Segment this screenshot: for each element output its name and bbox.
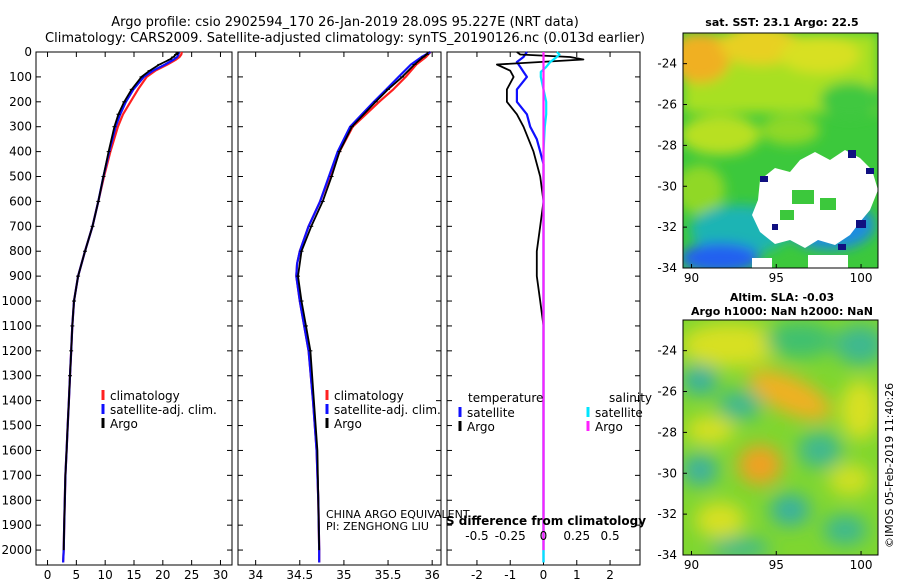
x-tick-label: 34.5 bbox=[286, 568, 313, 580]
header-line-1: Argo profile: csio 2902594_170 26-Jan-20… bbox=[111, 15, 579, 30]
s-tick-label: -0.5 bbox=[465, 529, 488, 543]
sla-map-axes: 90 95 100 -24 -26 -28 -30 -32 -34 bbox=[657, 344, 872, 572]
map-y-tick-label: -32 bbox=[657, 220, 677, 234]
y-tick-label: 2000 bbox=[1, 543, 32, 557]
map-y-tick-label: -26 bbox=[657, 98, 677, 112]
y-tick-label: 1700 bbox=[1, 468, 32, 482]
map-x-tick-label: 95 bbox=[769, 558, 784, 572]
legend-label: climatology bbox=[334, 389, 404, 403]
y-tick-label: 1300 bbox=[1, 369, 32, 383]
x-tick-label: -1 bbox=[504, 568, 516, 580]
y-tick-label: 1900 bbox=[1, 518, 32, 532]
sla-map bbox=[683, 320, 878, 555]
y-tick-label: 1000 bbox=[1, 294, 32, 308]
legend-label: Argo bbox=[334, 417, 362, 431]
x-tick-label: 36 bbox=[425, 568, 440, 580]
header-line-2: Climatology: CARS2009. Satellite-adjuste… bbox=[45, 31, 645, 46]
x-tick-label: 20 bbox=[155, 568, 170, 580]
x-tick-label: 10 bbox=[98, 568, 113, 580]
map-x-tick-label: 90 bbox=[684, 558, 699, 572]
y-tick-label: 200 bbox=[9, 95, 32, 109]
y-tick-label: 1200 bbox=[1, 344, 32, 358]
map-x-tick-label: 100 bbox=[850, 271, 873, 285]
map-x-tick-label: 90 bbox=[684, 271, 699, 285]
s-tick-label: 0.5 bbox=[601, 529, 620, 543]
x-tick-label: 35 bbox=[336, 568, 351, 580]
legend-label: satellite-adj. clim. bbox=[334, 403, 441, 417]
map-y-tick-label: -30 bbox=[657, 179, 677, 193]
s-tick-label: 0.25 bbox=[563, 529, 590, 543]
x-tick-label: 35.5 bbox=[375, 568, 402, 580]
map-y-tick-label: -32 bbox=[657, 507, 677, 521]
x-tick-label: -2 bbox=[471, 568, 483, 580]
x-tick-label: 15 bbox=[126, 568, 141, 580]
x-tick-label: 5 bbox=[73, 568, 81, 580]
sst-map-frame bbox=[682, 32, 879, 269]
attribution-line-2: PI: ZENGHONG LIU bbox=[326, 520, 429, 533]
map-y-tick-label: -24 bbox=[657, 344, 677, 358]
legend-label: satellite bbox=[595, 406, 643, 420]
y-tick-label: 100 bbox=[9, 70, 32, 84]
map-y-tick-label: -24 bbox=[657, 57, 677, 71]
map-y-tick-label: -28 bbox=[657, 138, 677, 152]
salinity-profile-panel: 3434.53535.536salinityclimatologysatelli… bbox=[237, 51, 442, 580]
y-tick-label: 700 bbox=[9, 219, 32, 233]
map-y-tick-label: -34 bbox=[657, 548, 677, 562]
legend-label: satellite-adj. clim. bbox=[110, 403, 217, 417]
sla-map-frame bbox=[682, 319, 879, 556]
s-difference-axis-label: S difference from climatology bbox=[446, 514, 646, 528]
legend-label: Argo bbox=[110, 417, 138, 431]
y-tick-label: 400 bbox=[9, 145, 32, 159]
legend-label: satellite bbox=[467, 406, 515, 420]
plot-frame bbox=[35, 51, 233, 566]
y-tick-label: 0 bbox=[24, 45, 32, 59]
x-tick-label: 0 bbox=[540, 568, 548, 580]
map-x-tick-label: 95 bbox=[769, 271, 784, 285]
legend-label: Argo bbox=[467, 420, 495, 434]
attribution-line-1: CHINA ARGO EQUIVALENT bbox=[326, 508, 470, 521]
sst-map-axes: 90 95 100 -24 -26 -28 -30 -32 -34 bbox=[657, 57, 872, 285]
map-x-tick-label: 100 bbox=[850, 558, 873, 572]
x-tick-label: 0 bbox=[44, 568, 52, 580]
s-tick-label: 0 bbox=[540, 529, 548, 543]
y-tick-label: 800 bbox=[9, 244, 32, 258]
y-tick-label: 1500 bbox=[1, 419, 32, 433]
difference-profile-panel: -2-1012T difference from climatologytemp… bbox=[446, 51, 652, 580]
legend-label: climatology bbox=[110, 389, 180, 403]
timestamp-stamp: ©IMOS 05-Feb-2019 11:40:26 bbox=[883, 383, 896, 548]
y-tick-label: 500 bbox=[9, 170, 32, 184]
map-y-tick-label: -30 bbox=[657, 466, 677, 480]
sst-map bbox=[683, 33, 878, 268]
x-tick-label: 2 bbox=[606, 568, 614, 580]
x-tick-label: 30 bbox=[213, 568, 228, 580]
temperature-profile-panel: 0100200300400500600700800900100011001200… bbox=[1, 45, 233, 580]
map-y-tick-label: -26 bbox=[657, 385, 677, 399]
y-tick-label: 900 bbox=[9, 269, 32, 283]
y-tick-label: 1600 bbox=[1, 443, 32, 457]
sla-map-title-1: Altim. SLA: -0.03 bbox=[730, 291, 834, 304]
cloud-mask bbox=[752, 150, 878, 268]
y-tick-label: 1400 bbox=[1, 394, 32, 408]
legend-title-salinity: salinity bbox=[609, 391, 652, 405]
y-tick-label: 600 bbox=[9, 194, 32, 208]
legend-label: Argo bbox=[595, 420, 623, 434]
sla-map-title-2: Argo h1000: NaN h2000: NaN bbox=[691, 305, 873, 318]
y-tick-label: 300 bbox=[9, 120, 32, 134]
plot-frame bbox=[237, 51, 442, 566]
map-y-tick-label: -28 bbox=[657, 425, 677, 439]
y-tick-label: 1100 bbox=[1, 319, 32, 333]
sst-map-title: sat. SST: 23.1 Argo: 22.5 bbox=[705, 16, 858, 29]
x-tick-label: 25 bbox=[184, 568, 199, 580]
y-tick-label: 1800 bbox=[1, 493, 32, 507]
legend-title-temperature: temperature bbox=[468, 391, 543, 405]
series-line-t-argo bbox=[495, 51, 585, 401]
x-tick-label: 1 bbox=[573, 568, 581, 580]
s-tick-label: -0.25 bbox=[495, 529, 526, 543]
x-tick-label: 34 bbox=[248, 568, 263, 580]
map-y-tick-label: -34 bbox=[657, 261, 677, 275]
